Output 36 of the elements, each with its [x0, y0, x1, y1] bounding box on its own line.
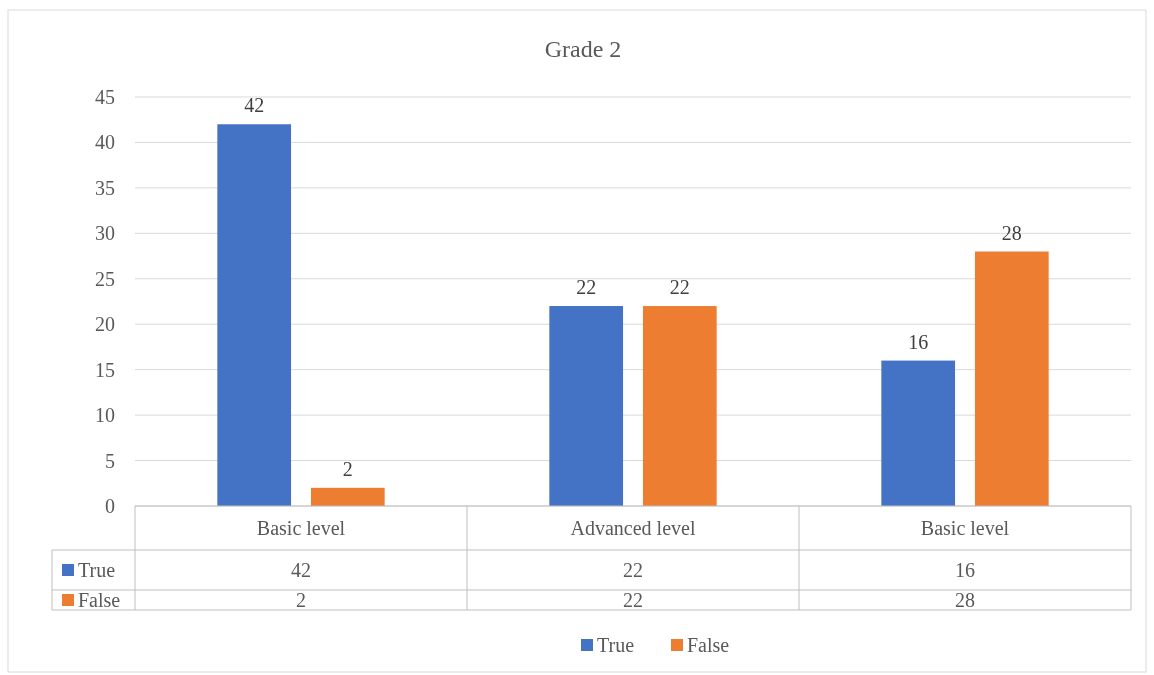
- y-tick-label: 15: [95, 358, 115, 381]
- text: 16: [955, 559, 975, 581]
- bar: [881, 360, 956, 506]
- y-tick-label: 35: [95, 176, 115, 199]
- y-tick-label: 30: [95, 222, 115, 245]
- bar: [974, 251, 1049, 506]
- y-tick-label: 25: [95, 267, 115, 290]
- bar: [549, 306, 624, 506]
- x-tick-label: Basic level: [256, 517, 346, 539]
- data-label: 16: [908, 330, 929, 353]
- text: False: [78, 589, 121, 611]
- y-tick-label: 45: [95, 86, 115, 108]
- legend-label: False: [687, 634, 730, 656]
- text: 22: [623, 559, 643, 581]
- y-tick-label: 0: [105, 495, 115, 517]
- text: 42: [291, 559, 311, 581]
- text: True: [597, 634, 635, 656]
- data-label: 22: [576, 276, 597, 299]
- text: 28: [955, 589, 975, 611]
- data-label: 22: [669, 276, 690, 299]
- x-tick-label: Basic level: [920, 517, 1010, 539]
- text: 2: [296, 589, 306, 611]
- y-tick-label: 40: [95, 131, 115, 154]
- y-tick-label: 20: [95, 313, 115, 336]
- y-tick-label: 5: [105, 449, 115, 472]
- chart-title: Grade 2: [544, 36, 622, 62]
- x-tick-label: Advanced level: [570, 517, 696, 539]
- bar: [217, 124, 292, 506]
- text: 22: [623, 589, 643, 611]
- data-label: 28: [1001, 221, 1022, 244]
- data-label: 42: [244, 94, 265, 117]
- bar: [310, 487, 385, 506]
- data-label: 2: [342, 457, 353, 480]
- y-tick-label: 10: [95, 404, 115, 427]
- legend-label: True: [78, 559, 116, 581]
- bar: [642, 306, 717, 506]
